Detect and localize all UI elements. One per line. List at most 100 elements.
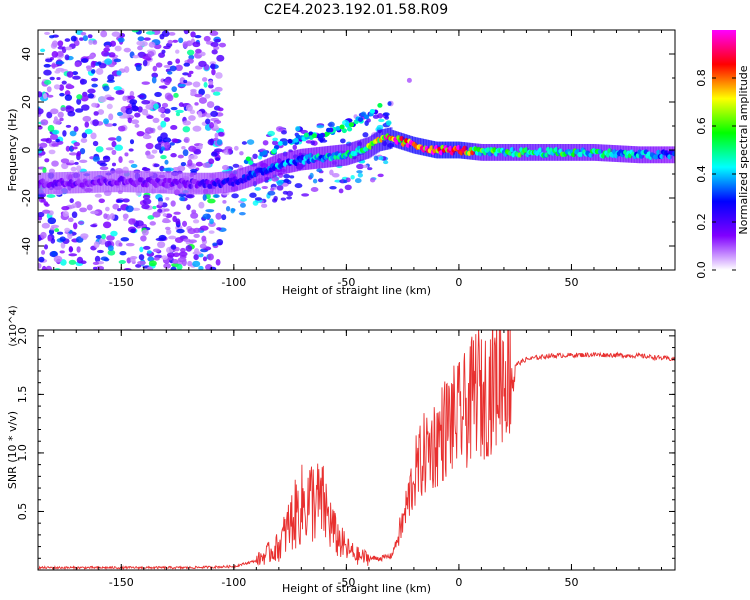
- heatmap-noise-cell: [175, 49, 180, 54]
- heatmap-noise-cell: [80, 58, 89, 63]
- heatmap-noise-cell: [181, 259, 187, 267]
- heatmap-noise-cell: [167, 70, 173, 75]
- heatmap-noise-cell: [100, 256, 109, 261]
- heatmap-noise-cell: [117, 37, 125, 43]
- heatmap-noise-cell: [187, 58, 194, 64]
- heatmap-noise-cell: [272, 140, 278, 146]
- heatmap-noise-cell: [202, 213, 212, 220]
- heatmap-noise-cell: [192, 260, 201, 268]
- heatmap-noise-cell: [38, 256, 45, 263]
- heatmap-ridge-halo: [257, 162, 261, 184]
- heatmap-noise-cell: [385, 120, 392, 126]
- top-y-tick-label: -20: [20, 189, 33, 207]
- heatmap-noise-cell: [86, 65, 92, 72]
- heatmap-noise-cell: [68, 259, 77, 265]
- heatmap-noise-cell: [162, 167, 172, 172]
- heatmap-branch-cell: [245, 156, 251, 162]
- heatmap-noise-cell: [376, 124, 384, 131]
- heatmap-noise-cell: [59, 117, 64, 122]
- heatmap-noise-cell: [190, 88, 197, 93]
- heatmap-noise-cell: [126, 257, 132, 264]
- heatmap-noise-cell: [112, 123, 117, 127]
- heatmap-noise-cell: [60, 158, 70, 164]
- heatmap-noise-cell: [366, 118, 371, 123]
- heatmap-noise-cell: [95, 265, 104, 270]
- heatmap-noise-cell: [145, 104, 154, 110]
- heatmap-noise-cell: [246, 139, 255, 145]
- heatmap-branch-cell: [262, 150, 268, 156]
- heatmap-noise-cell: [155, 62, 163, 68]
- heatmap-noise-cell: [152, 211, 161, 218]
- heatmap-noise-cell: [111, 31, 121, 37]
- heatmap-noise-cell: [118, 242, 123, 247]
- heatmap-branch-cell: [341, 128, 347, 134]
- heatmap-noise-cell: [367, 167, 373, 171]
- heatmap-noise-cell: [213, 194, 220, 198]
- heatmap-noise-cell: [168, 31, 176, 36]
- heatmap-noise-cell: [230, 207, 235, 214]
- heatmap-noise-cell: [57, 40, 64, 47]
- heatmap-noise-cell: [45, 58, 53, 63]
- heatmap-noise-cell: [137, 45, 143, 51]
- heatmap-noise-cell: [62, 210, 69, 218]
- bottom-x-axis-label: Height of straight line (km): [282, 582, 431, 595]
- heatmap-noise-cell: [129, 99, 138, 105]
- heatmap-noise-cell: [54, 228, 60, 233]
- heatmap-noise-cell: [228, 148, 233, 155]
- heatmap-noise-cell: [216, 227, 222, 231]
- heatmap-noise-cell: [56, 50, 64, 57]
- heatmap-noise-cell: [148, 260, 157, 267]
- heatmap-noise-cell: [146, 250, 152, 254]
- heatmap-noise-cell: [103, 85, 110, 92]
- heatmap-noise-cell: [59, 236, 66, 242]
- heatmap-noise-cell: [43, 79, 52, 85]
- heatmap-noise-cell: [101, 233, 107, 240]
- heatmap-branch-cell: [335, 125, 341, 131]
- heatmap-noise-cell: [67, 111, 76, 117]
- heatmap-noise-cell: [185, 193, 195, 199]
- heatmap-noise-cell: [142, 56, 151, 60]
- heatmap-noise-cell: [241, 141, 247, 145]
- heatmap-noise-cell: [72, 75, 81, 80]
- heatmap-noise-cell: [199, 225, 209, 231]
- heatmap-noise-cell: [91, 102, 98, 108]
- heatmap-noise-cell: [209, 138, 214, 146]
- heatmap-noise-cell: [71, 211, 78, 219]
- heatmap-noise-cell: [76, 256, 84, 264]
- heatmap-noise-cell: [165, 229, 172, 235]
- heatmap-noise-cell: [175, 64, 183, 72]
- heatmap-noise-cell: [74, 161, 79, 165]
- heatmap-noise-cell: [260, 203, 268, 208]
- heatmap-noise-cell: [295, 126, 301, 132]
- heatmap-noise-cell: [47, 235, 52, 242]
- bottom-y-tick-label: 0.5: [16, 503, 29, 520]
- heatmap-noise-cell: [170, 266, 177, 270]
- heatmap-branch-cell: [357, 117, 364, 122]
- heatmap-noise-cell: [209, 61, 217, 65]
- heatmap-noise-cell: [289, 175, 295, 179]
- heatmap-noise-cell: [130, 228, 136, 234]
- heatmap-noise-cell: [262, 140, 269, 146]
- heatmap-noise-cell: [105, 147, 114, 151]
- heatmap-noise-cell: [46, 194, 56, 198]
- heatmap-noise-cell: [112, 203, 120, 210]
- heatmap-noise-cell: [147, 51, 155, 57]
- heatmap-noise-cell: [49, 35, 55, 39]
- heatmap-noise-cell: [319, 137, 324, 143]
- heatmap-noise-cell: [158, 107, 165, 113]
- heatmap-noise-cell: [40, 138, 50, 142]
- heatmap-noise-cell: [198, 265, 204, 270]
- heatmap-noise-cell: [249, 192, 257, 198]
- top-x-tick-label: 0: [455, 276, 462, 289]
- heatmap-noise-cell: [180, 247, 186, 253]
- heatmap-noise-cell: [92, 39, 98, 45]
- heatmap-noise-cell: [147, 266, 153, 270]
- heatmap-noise-cell: [193, 233, 200, 239]
- heatmap-noise-cell: [378, 156, 384, 161]
- heatmap-noise-cell: [95, 68, 104, 75]
- heatmap-noise-cell: [283, 174, 291, 179]
- heatmap-noise-cell: [49, 76, 55, 81]
- heatmap-noise-cell: [43, 244, 49, 250]
- heatmap-noise-cell: [192, 125, 202, 132]
- heatmap-noise-cell: [183, 30, 190, 35]
